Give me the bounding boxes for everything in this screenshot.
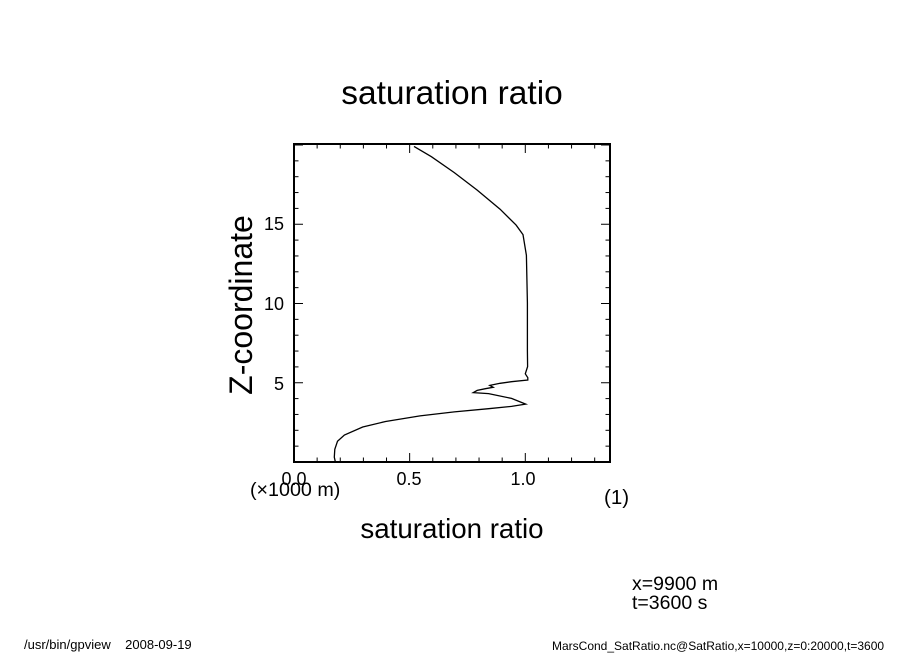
svg-text:10: 10: [264, 294, 284, 314]
svg-text:(1): (1): [604, 486, 629, 509]
svg-text:0.5: 0.5: [396, 469, 421, 489]
svg-text:Z-coordinate: Z-coordinate: [223, 215, 259, 395]
svg-text:15: 15: [264, 214, 284, 234]
svg-text:saturation ratio: saturation ratio: [360, 513, 543, 544]
svg-text:(×1000 m): (×1000 m): [250, 479, 340, 501]
svg-text:5: 5: [274, 374, 284, 394]
svg-text:saturation ratio: saturation ratio: [341, 75, 563, 112]
svg-text:1.0: 1.0: [510, 469, 535, 489]
svg-text:MarsCond_SatRatio.nc@SatRatio,: MarsCond_SatRatio.nc@SatRatio,x=10000,z=…: [552, 639, 884, 653]
svg-text:t=3600 s: t=3600 s: [632, 592, 708, 614]
svg-text:/usr/bin/gpview 2008-09-19: /usr/bin/gpview 2008-09-19: [24, 637, 192, 652]
